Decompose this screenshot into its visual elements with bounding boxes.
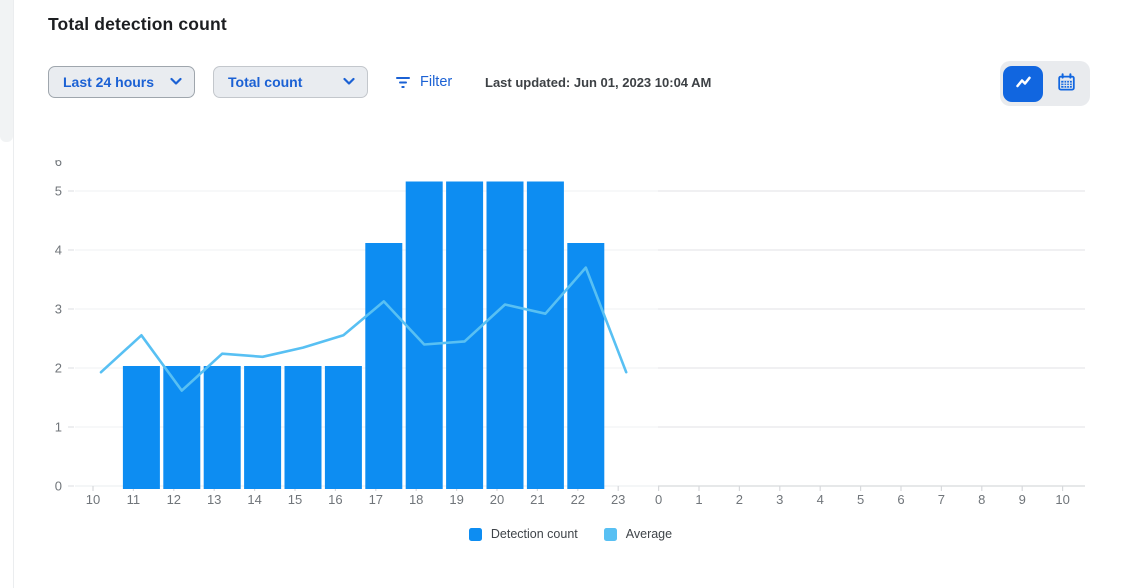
svg-text:3: 3 xyxy=(776,492,783,507)
svg-text:10: 10 xyxy=(1055,492,1069,507)
svg-text:0: 0 xyxy=(55,479,62,494)
svg-text:5: 5 xyxy=(857,492,864,507)
svg-text:0: 0 xyxy=(655,492,662,507)
chart-legend: Detection count Average xyxy=(48,525,1093,543)
svg-text:20: 20 xyxy=(490,492,504,507)
svg-text:16: 16 xyxy=(328,492,342,507)
svg-text:19: 19 xyxy=(449,492,463,507)
svg-text:21: 21 xyxy=(530,492,544,507)
filter-button[interactable]: Filter xyxy=(394,66,452,98)
legend-label-average: Average xyxy=(625,527,673,541)
time-range-value: Last 24 hours xyxy=(63,74,155,90)
svg-text:4: 4 xyxy=(55,243,62,258)
filter-icon xyxy=(394,72,412,93)
svg-text:4: 4 xyxy=(817,492,824,507)
svg-text:6: 6 xyxy=(55,160,62,169)
svg-text:8: 8 xyxy=(978,492,985,507)
legend-label-detection-count: Detection count xyxy=(490,527,578,541)
svg-text:2: 2 xyxy=(736,492,743,507)
svg-text:12: 12 xyxy=(167,492,181,507)
vertical-scrollbar-thumb[interactable] xyxy=(0,0,13,142)
chevron-down-icon xyxy=(170,73,182,91)
svg-text:23: 23 xyxy=(611,492,625,507)
svg-text:22: 22 xyxy=(571,492,585,507)
time-range-dropdown[interactable]: Last 24 hours xyxy=(48,66,195,98)
last-updated-text: Last updated: Jun 01, 2023 10:04 AM xyxy=(485,74,712,90)
svg-text:5: 5 xyxy=(55,184,62,199)
svg-text:10: 10 xyxy=(86,492,100,507)
legend-item-detection-count[interactable]: Detection count xyxy=(468,527,578,541)
legend-item-average[interactable]: Average xyxy=(603,527,673,541)
metric-value: Total count xyxy=(228,74,303,90)
line-chart-icon xyxy=(1013,73,1033,94)
svg-text:1: 1 xyxy=(55,420,62,435)
svg-text:9: 9 xyxy=(1019,492,1026,507)
svg-text:18: 18 xyxy=(409,492,423,507)
filter-label: Filter xyxy=(420,74,453,90)
page-title: Total detection count xyxy=(48,14,227,34)
calendar-icon xyxy=(1057,72,1076,95)
panel-divider xyxy=(13,0,14,588)
svg-text:1: 1 xyxy=(695,492,702,507)
view-toggle-group xyxy=(1000,61,1090,106)
svg-text:11: 11 xyxy=(127,492,140,507)
chevron-down-icon xyxy=(343,73,355,91)
detection-count-swatch xyxy=(468,527,482,541)
svg-text:2: 2 xyxy=(55,361,62,376)
chart-area: 0 1 2 3 4 5 6 10 11 12 13 14 15 16 17 18 19 20 21 22 23 0 1 2 3 4… xyxy=(48,160,1093,512)
average-swatch xyxy=(603,527,617,541)
chart-view-button[interactable] xyxy=(1003,65,1044,102)
metric-dropdown[interactable]: Total count xyxy=(213,66,368,98)
svg-text:14: 14 xyxy=(247,492,261,507)
svg-text:7: 7 xyxy=(938,492,945,507)
svg-text:3: 3 xyxy=(55,302,62,317)
svg-text:13: 13 xyxy=(207,492,221,507)
svg-text:15: 15 xyxy=(288,492,302,507)
svg-text:6: 6 xyxy=(897,492,904,507)
svg-text:17: 17 xyxy=(369,492,383,507)
table-view-button[interactable] xyxy=(1047,66,1087,102)
